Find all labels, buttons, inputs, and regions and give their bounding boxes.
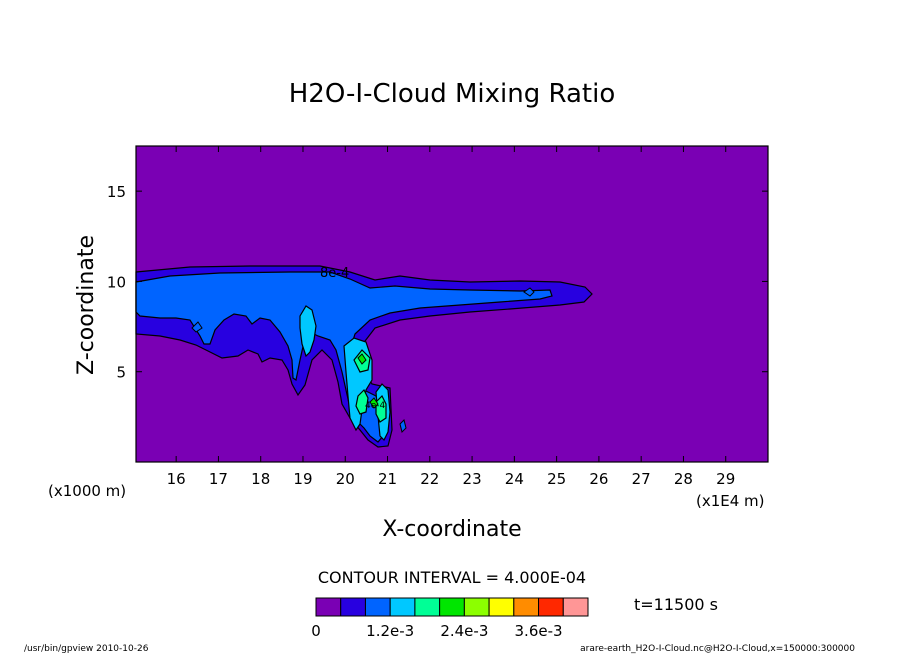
- colorbar-swatch: [340, 597, 366, 617]
- contour-label-2: 4e-4: [365, 401, 386, 411]
- colorbar-swatch: [538, 597, 564, 617]
- x-tick-label: 28: [674, 470, 693, 488]
- x-unit-left: (x1000 m): [48, 482, 126, 500]
- colorbar-swatch: [364, 597, 391, 617]
- colorbar-tick-label: 2.4e-3: [440, 622, 488, 640]
- colorbar-tick-label: 3.6e-3: [515, 622, 563, 640]
- contour-level-3: [299, 305, 317, 358]
- x-tick-label: 18: [251, 470, 270, 488]
- x-tick-label: 27: [632, 470, 651, 488]
- colorbar-swatch: [463, 597, 490, 617]
- contour-interval-label: CONTOUR INTERVAL = 4.000E-04: [318, 568, 586, 587]
- x-tick-label: 25: [547, 470, 566, 488]
- colorbar-swatch: [488, 597, 515, 617]
- x-tick-label: 24: [505, 470, 524, 488]
- x-tick-label: 23: [463, 470, 482, 488]
- time-label: t=11500 s: [634, 595, 718, 614]
- x-tick-label: 26: [589, 470, 608, 488]
- colorbar-swatch: [439, 597, 465, 617]
- x-axis: 16 17 18 19 20 21 22 23 24 25 26 27 28 29: [167, 146, 735, 488]
- x-unit-right: (x1E4 m): [696, 492, 765, 510]
- contour-label-1: 8e-4: [320, 266, 349, 281]
- plot-frame: [135, 145, 769, 463]
- contour-fills: [135, 265, 593, 448]
- colorbar-tick-label: 1.2e-3: [366, 622, 414, 640]
- colorbar-swatch: [513, 597, 540, 617]
- x-tick-label: 17: [209, 470, 228, 488]
- footer-left: /usr/bin/gpview 2010-10-26: [24, 644, 149, 654]
- colorbar-swatch: [315, 597, 342, 617]
- colorbar: 0 1.2e-3 2.4e-3 3.6e-3: [311, 597, 589, 640]
- colorbar-swatch: [562, 597, 589, 617]
- x-tick-label: 20: [336, 470, 355, 488]
- x-tick-label: 16: [167, 470, 186, 488]
- y-axis-title: Z-coordinate: [74, 235, 99, 375]
- colorbar-swatch: [414, 597, 441, 617]
- x-tick-label: 22: [420, 470, 439, 488]
- chart-title: H2O-I-Cloud Mixing Ratio: [289, 79, 616, 109]
- y-tick-label: 15: [107, 183, 126, 201]
- footer-right: arare-earth_H2O-I-Cloud.nc@H2O-I-Cloud,x…: [580, 644, 855, 654]
- x-tick-label: 21: [378, 470, 397, 488]
- colorbar-tick-label: 0: [311, 622, 321, 640]
- y-axis: 5 10 15: [107, 183, 768, 382]
- colorbar-swatch: [389, 597, 416, 617]
- y-tick-label: 5: [116, 364, 126, 382]
- x-tick-label: 29: [716, 470, 735, 488]
- x-tick-label: 19: [293, 470, 312, 488]
- y-tick-label: 10: [107, 273, 126, 291]
- x-axis-title: X-coordinate: [382, 517, 521, 542]
